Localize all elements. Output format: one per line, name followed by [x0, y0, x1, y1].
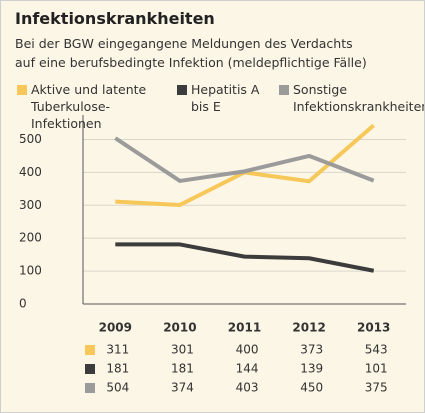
value-label: 400 — [236, 343, 259, 357]
value-label: 504 — [106, 381, 129, 395]
legend-label: Hepatitis A bis E — [191, 82, 260, 114]
table-swatch — [85, 364, 95, 374]
value-label: 311 — [106, 343, 129, 357]
value-label: 101 — [365, 362, 388, 376]
value-label: 139 — [300, 362, 323, 376]
x-tick-label: 2012 — [292, 321, 325, 335]
x-tick-label: 2010 — [163, 321, 196, 335]
legend-swatch — [17, 85, 27, 95]
value-label: 144 — [236, 362, 259, 376]
chart-title: Infektionskrankheiten — [15, 9, 215, 28]
value-label: 373 — [300, 343, 323, 357]
value-label: 543 — [365, 343, 388, 357]
chart-subtitle: Bei der BGW eingegangene Meldungen des V… — [15, 36, 367, 70]
x-tick-label: 2013 — [357, 321, 390, 335]
y-tick-label: 0 — [19, 297, 27, 311]
legend-swatch — [177, 85, 187, 95]
table-swatch — [85, 345, 95, 355]
value-label: 301 — [171, 343, 194, 357]
y-tick-label: 300 — [19, 198, 42, 212]
x-tick-label: 2011 — [228, 321, 261, 335]
legend-swatch — [279, 85, 289, 95]
legend-label: Aktive und latente Tuberkulose-Infektion… — [31, 82, 147, 131]
y-tick-label: 500 — [19, 132, 42, 146]
legend-label: Sonstige Infektionskrankheiten — [293, 82, 425, 114]
series-line — [114, 136, 375, 183]
series-line — [115, 242, 375, 273]
y-tick-label: 100 — [19, 264, 42, 278]
value-label: 181 — [106, 362, 129, 376]
value-label: 450 — [300, 381, 323, 395]
x-tick-label: 2009 — [99, 321, 132, 335]
y-tick-label: 400 — [19, 165, 42, 179]
value-label: 403 — [236, 381, 259, 395]
table-swatch — [85, 383, 95, 393]
value-label: 181 — [171, 362, 194, 376]
value-label: 374 — [171, 381, 194, 395]
value-label: 375 — [365, 381, 388, 395]
y-tick-label: 200 — [19, 231, 42, 245]
